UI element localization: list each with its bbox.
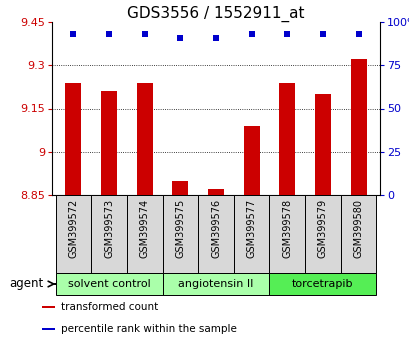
Text: GSM399575: GSM399575 <box>175 199 185 258</box>
Point <box>355 31 361 37</box>
Text: GSM399580: GSM399580 <box>353 199 363 258</box>
Bar <box>56 195 91 273</box>
Text: solvent control: solvent control <box>67 279 150 289</box>
Bar <box>172 181 188 195</box>
Bar <box>91 195 126 273</box>
Bar <box>126 195 162 273</box>
Bar <box>269 273 375 295</box>
Bar <box>350 59 366 195</box>
Point <box>177 35 183 40</box>
Text: torcetrapib: torcetrapib <box>292 279 353 289</box>
Text: angiotensin II: angiotensin II <box>178 279 253 289</box>
Bar <box>198 195 233 273</box>
Text: GSM399576: GSM399576 <box>211 199 220 258</box>
Bar <box>42 306 54 308</box>
Text: transformed count: transformed count <box>61 302 158 312</box>
Point <box>319 31 326 37</box>
Bar <box>56 273 162 295</box>
Text: percentile rank within the sample: percentile rank within the sample <box>61 324 237 334</box>
Text: GSM399578: GSM399578 <box>282 199 292 258</box>
Text: GSM399574: GSM399574 <box>139 199 149 258</box>
Text: agent: agent <box>9 278 44 291</box>
Title: GDS3556 / 1552911_at: GDS3556 / 1552911_at <box>127 6 304 22</box>
Bar <box>136 82 152 195</box>
Point <box>248 31 254 37</box>
Bar <box>162 273 269 295</box>
Bar <box>279 82 294 195</box>
Bar <box>65 82 81 195</box>
Bar <box>269 195 304 273</box>
Point <box>106 31 112 37</box>
Point <box>141 31 148 37</box>
Bar <box>243 126 259 195</box>
Text: GSM399577: GSM399577 <box>246 199 256 258</box>
Bar <box>101 91 117 195</box>
Point <box>212 35 219 40</box>
Bar <box>233 195 269 273</box>
Bar <box>304 195 340 273</box>
Bar <box>162 195 198 273</box>
Bar <box>340 195 375 273</box>
Text: GSM399579: GSM399579 <box>317 199 327 258</box>
Text: GSM399573: GSM399573 <box>104 199 114 258</box>
Bar <box>42 328 54 330</box>
Text: GSM399572: GSM399572 <box>68 199 78 258</box>
Bar <box>207 189 223 195</box>
Bar <box>314 94 330 195</box>
Point <box>70 31 76 37</box>
Point <box>283 31 290 37</box>
